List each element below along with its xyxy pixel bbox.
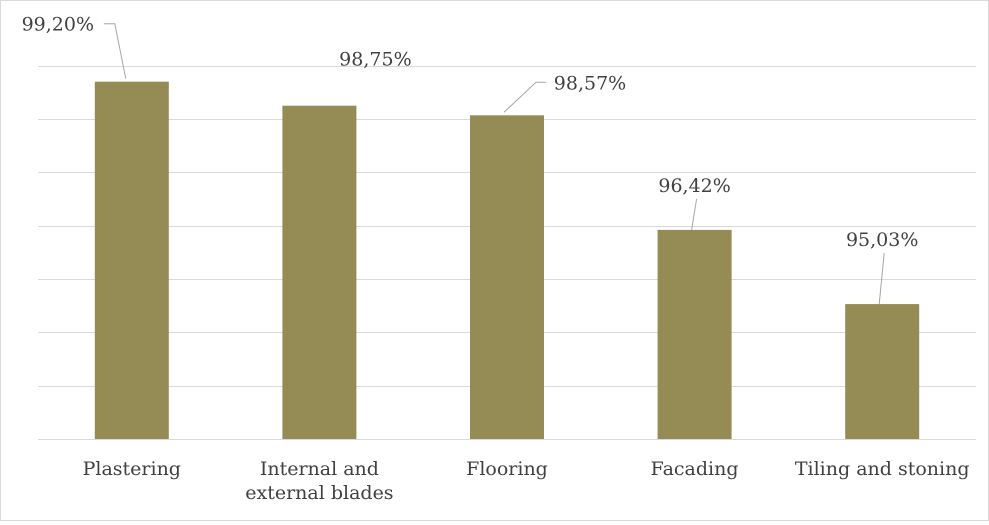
- leader-lines: [103, 23, 885, 305]
- data-label-1: 98,75%: [339, 49, 411, 71]
- category-label-4: Tiling and stoning: [795, 458, 970, 480]
- leader-line-2: [503, 81, 546, 113]
- data-label-0: 99,20%: [22, 14, 94, 36]
- category-label-1-line-0: Internal and: [260, 458, 379, 480]
- bars: [94, 81, 920, 440]
- category-label-2: Flooring: [466, 458, 548, 480]
- leader-line-0: [103, 23, 127, 79]
- bar-internal-and-external-blades: [282, 105, 357, 439]
- bar-flooring: [470, 115, 544, 440]
- leader-line-3: [691, 198, 698, 230]
- data-label-3: 96,42%: [658, 175, 730, 197]
- category-label-3: Facading: [651, 458, 739, 480]
- category-label-0: Plastering: [83, 458, 181, 480]
- data-label-2: 98,57%: [554, 72, 626, 94]
- category-label-1-line-1: external blades: [245, 482, 393, 504]
- data-label-4: 95,03%: [846, 229, 918, 251]
- bar-facading: [657, 229, 732, 439]
- bar-plastering: [94, 81, 169, 439]
- data-labels: 99,20% 98,75% 98,57% 96,42% 95,03%: [22, 14, 919, 251]
- bar-tiling-and-stoning: [845, 304, 920, 439]
- leader-line-4: [878, 253, 885, 305]
